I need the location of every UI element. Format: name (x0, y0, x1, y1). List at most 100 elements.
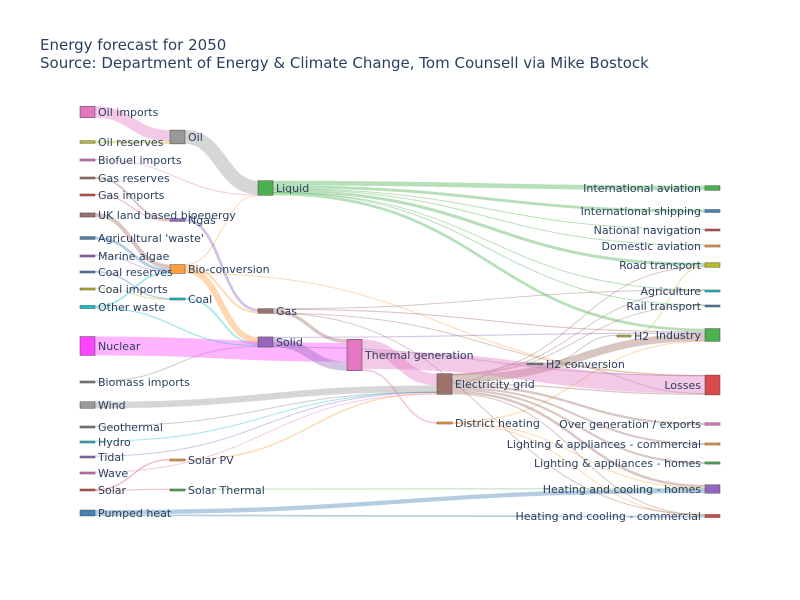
node-lighting-appliances-commercial[interactable]: Lighting & appliances - commercial (507, 438, 721, 451)
link-bio-conversion-to-liquid[interactable] (184, 194, 259, 266)
link-bio-conversion-to-gas[interactable] (184, 264, 259, 314)
node-bar[interactable] (169, 264, 186, 274)
node-bar[interactable] (79, 401, 96, 409)
node-bar[interactable] (169, 488, 186, 492)
node-solar[interactable]: Solar (79, 484, 127, 497)
node-bar[interactable] (169, 218, 186, 222)
link-electricity-grid-to-heating-and-cooling-commercial[interactable] (451, 393, 706, 516)
node-gas-reserves[interactable]: Gas reserves (79, 172, 170, 185)
link-tidal-to-electricity-grid[interactable] (94, 391, 438, 457)
node-bar[interactable] (169, 297, 186, 301)
node-bar[interactable] (346, 339, 363, 371)
link-other-waste-to-bio-conversion[interactable] (94, 271, 171, 308)
node-bar[interactable] (704, 244, 721, 248)
link-uk-land-based-bioenergy-to-bio-conversion[interactable] (94, 212, 171, 269)
link-wind-to-electricity-grid[interactable] (94, 385, 438, 409)
node-gas-imports[interactable]: Gas imports (79, 189, 165, 202)
link-pumped-heat-to-heating-and-cooling-homes[interactable] (94, 488, 706, 515)
node-bar[interactable] (79, 140, 96, 144)
node-bar[interactable] (79, 425, 96, 429)
link-electricity-grid-to-rail-transport[interactable] (451, 304, 706, 376)
link-bio-conversion-to-solid[interactable] (184, 266, 259, 344)
node-bar[interactable] (704, 461, 721, 465)
node-bar[interactable] (436, 421, 453, 425)
link-district-heating-to-heating-and-cooling-commercial[interactable] (451, 423, 706, 517)
node-rail-transport[interactable]: Rail transport (626, 300, 721, 313)
link-ngas-to-gas[interactable] (184, 218, 259, 312)
node-solid[interactable]: Solid (257, 336, 303, 349)
node-marine-algae[interactable]: Marine algae (79, 250, 170, 263)
node-bar[interactable] (526, 362, 544, 366)
node-bar[interactable] (79, 440, 96, 444)
node-bar[interactable] (704, 514, 721, 518)
node-bar[interactable] (704, 228, 721, 232)
link-electricity-grid-to-industry[interactable] (451, 333, 706, 383)
node-bar[interactable] (79, 336, 96, 356)
node-geothermal[interactable]: Geothermal (79, 421, 163, 434)
link-solid-to-thermal-generation[interactable] (272, 337, 348, 371)
link-solar-to-solar-thermal[interactable] (94, 488, 171, 492)
link-coal-imports-to-coal[interactable] (94, 287, 171, 301)
node-bar[interactable] (704, 328, 721, 342)
node-biomass-imports[interactable]: Biomass imports (79, 376, 190, 389)
link-liquid-to-agriculture[interactable] (272, 191, 706, 291)
node-bar[interactable] (704, 262, 721, 268)
link-liquid-to-road-transport[interactable] (272, 189, 706, 266)
node-district-heating[interactable]: District heating (436, 417, 540, 430)
link-h2-conversion-to-h2[interactable] (542, 334, 618, 364)
node-ngas[interactable]: Ngas (169, 214, 216, 227)
link-liquid-to-national-navigation[interactable] (272, 188, 706, 230)
node-bar[interactable] (79, 236, 96, 240)
link-electricity-grid-to-lighting-appliances-homes[interactable] (451, 388, 706, 465)
node-liquid[interactable]: Liquid (257, 180, 309, 196)
node-wave[interactable]: Wave (79, 467, 128, 480)
node-wind[interactable]: Wind (79, 399, 126, 412)
node-industry[interactable]: Industry (656, 328, 721, 342)
node-oil-imports[interactable]: Oil imports (79, 106, 159, 119)
node-agricultural-waste[interactable]: Agricultural 'waste' (79, 232, 204, 245)
link-pumped-heat-to-heating-and-cooling-commercial[interactable] (94, 514, 706, 518)
link-h2-conversion-to-losses[interactable] (542, 363, 706, 395)
node-h2-conversion[interactable]: H2 conversion (526, 358, 625, 371)
link-gas-reserves-to-ngas[interactable] (94, 176, 171, 221)
node-bar[interactable] (436, 373, 453, 395)
link-gas-to-losses[interactable] (272, 312, 706, 377)
node-bar[interactable] (704, 304, 721, 308)
node-bar[interactable] (704, 185, 721, 191)
link-district-heating-to-industry[interactable] (451, 340, 706, 423)
node-bar[interactable] (257, 180, 274, 196)
node-bar[interactable] (616, 334, 632, 338)
link-electricity-grid-to-agriculture[interactable] (451, 289, 706, 376)
node-oil[interactable]: Oil (169, 129, 203, 145)
node-bar[interactable] (79, 305, 96, 309)
node-heating-and-cooling-homes[interactable]: Heating and cooling - homes (543, 483, 721, 496)
node-coal[interactable]: Coal (169, 293, 212, 306)
link-marine-algae-to-bio-conversion[interactable] (94, 254, 171, 273)
link-solar-thermal-to-heating-and-cooling-homes[interactable] (184, 488, 706, 490)
node-bar[interactable] (704, 209, 721, 213)
link-agricultural-waste-to-bio-conversion[interactable] (94, 236, 171, 272)
link-biomass-imports-to-solid[interactable] (94, 346, 259, 382)
node-other-waste[interactable]: Other waste (79, 301, 166, 314)
link-thermal-generation-to-electricity-grid[interactable] (361, 339, 438, 386)
link-liquid-to-domestic-aviation[interactable] (272, 188, 706, 246)
node-bar[interactable] (79, 455, 96, 459)
node-gas[interactable]: Gas (257, 305, 297, 318)
node-bar[interactable] (79, 176, 96, 180)
node-agriculture[interactable]: Agriculture (641, 285, 721, 298)
node-hydro[interactable]: Hydro (79, 436, 131, 449)
node-bar[interactable] (79, 488, 96, 492)
node-bar[interactable] (79, 270, 96, 274)
node-bar[interactable] (257, 336, 274, 348)
node-bar[interactable] (79, 471, 96, 475)
link-coal-to-solid[interactable] (184, 297, 259, 345)
link-liquid-to-industry[interactable] (272, 192, 706, 332)
node-losses[interactable]: Losses (664, 374, 721, 396)
link-electricity-grid-to-lighting-appliances-commercial[interactable] (451, 386, 706, 446)
link-oil-imports-to-oil[interactable] (94, 106, 171, 142)
link-wave-to-electricity-grid[interactable] (94, 393, 438, 473)
node-h2[interactable]: H2 (616, 330, 649, 343)
node-thermal-generation[interactable]: Thermal generation (346, 339, 474, 371)
link-coal-reserves-to-coal[interactable] (94, 271, 171, 300)
link-other-waste-to-solid[interactable] (94, 307, 259, 347)
